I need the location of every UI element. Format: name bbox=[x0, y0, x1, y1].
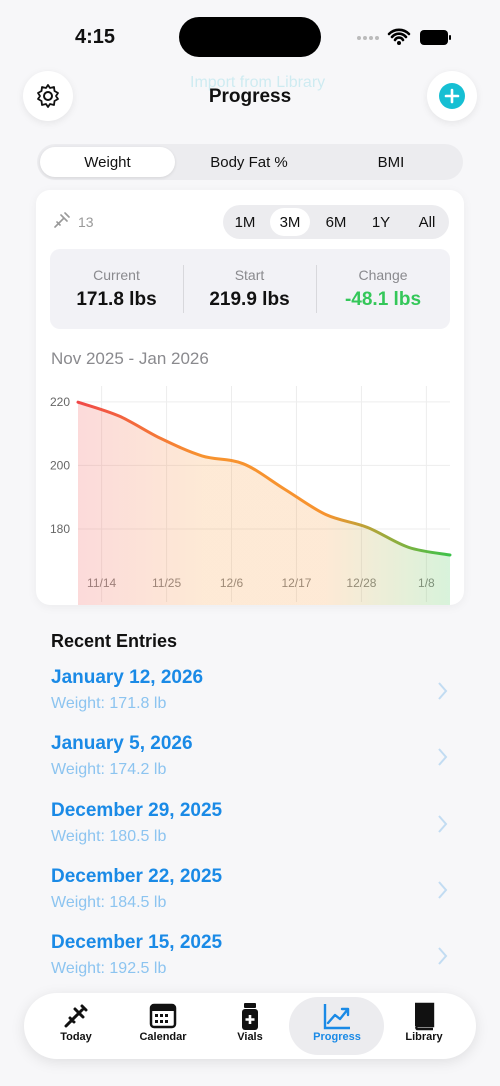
stat-label: Start bbox=[234, 267, 265, 283]
stat-value: 171.8 lbs bbox=[76, 289, 157, 310]
entry-detail: Weight: 174.2 lb bbox=[51, 761, 167, 779]
divider bbox=[316, 265, 317, 313]
range-selected-pill bbox=[270, 208, 310, 236]
entry-date: December 22, 2025 bbox=[51, 865, 223, 887]
stat-label: Change bbox=[358, 267, 408, 283]
settings-button[interactable] bbox=[23, 71, 73, 121]
chart-icon bbox=[323, 1004, 350, 1030]
entry-row[interactable]: December 22, 2025 Weight: 184.5 lb bbox=[51, 866, 461, 922]
tab[interactable]: Weight bbox=[84, 153, 131, 171]
nav-item[interactable]: Library bbox=[380, 1001, 468, 1043]
page-title: Progress bbox=[208, 86, 292, 107]
status-icons bbox=[357, 28, 451, 45]
nav-label: Progress bbox=[313, 1031, 361, 1043]
add-button[interactable] bbox=[427, 71, 477, 121]
nav-label: Vials bbox=[237, 1031, 263, 1043]
y-tick-label: 220 bbox=[50, 395, 70, 409]
tab[interactable]: Body Fat % bbox=[210, 153, 288, 171]
entry-date: January 12, 2026 bbox=[51, 667, 204, 688]
chart-subtitle: Nov 2025 - Jan 2026 bbox=[51, 349, 209, 368]
y-tick-label: 200 bbox=[50, 458, 70, 472]
chevron bbox=[438, 814, 448, 833]
dynamic-island bbox=[179, 17, 321, 57]
chevron bbox=[438, 682, 448, 700]
gear-icon bbox=[37, 84, 59, 108]
nav-label: Library bbox=[405, 1031, 443, 1043]
chevron bbox=[438, 748, 448, 766]
range-option[interactable]: All bbox=[418, 213, 436, 231]
chevron bbox=[438, 947, 448, 965]
entry-count: 13 bbox=[78, 214, 94, 230]
vial-icon bbox=[242, 1003, 258, 1030]
metric-tabs: Weight Body Fat % BMI bbox=[37, 144, 463, 180]
entry-row[interactable]: December 29, 2025 Weight: 180.5 lb bbox=[51, 800, 461, 856]
background-link: Import from Library bbox=[190, 74, 326, 91]
entry-detail: Weight: 171.8 lb bbox=[51, 695, 167, 712]
nav-item[interactable]: Progress bbox=[293, 1001, 381, 1043]
stats-box: Current 171.8 lbs Start 219.9 lbs Change -4… bbox=[50, 249, 450, 329]
nav-item[interactable]: Vials bbox=[206, 1001, 294, 1043]
syringe-icon bbox=[64, 1004, 88, 1028]
tab-selected-pill bbox=[40, 147, 175, 177]
range-option[interactable]: 1M bbox=[234, 213, 256, 231]
range-option[interactable]: 3M bbox=[279, 213, 301, 231]
book-icon bbox=[415, 1002, 435, 1031]
stat-label: Current bbox=[93, 267, 140, 283]
entry-date: December 15, 2025 bbox=[51, 932, 223, 954]
status-time: 4:15 bbox=[75, 26, 116, 48]
plus-icon bbox=[439, 83, 465, 109]
line bbox=[76, 400, 452, 557]
stat-value: 219.9 lbs bbox=[209, 289, 290, 310]
range-selector: 1M 3M 6M 1Y All bbox=[223, 205, 449, 239]
entry-row[interactable]: January 5, 2026 Weight: 174.2 lb bbox=[51, 733, 461, 789]
entry-detail: Weight: 184.5 lb bbox=[51, 893, 167, 911]
nav-selected-pill bbox=[289, 997, 384, 1055]
nav-label: Calendar bbox=[139, 1031, 187, 1043]
entry-date: December 29, 2025 bbox=[51, 799, 223, 821]
nav-item[interactable]: Today bbox=[32, 1001, 120, 1043]
divider bbox=[183, 265, 184, 313]
y-tick-label: 180 bbox=[50, 522, 70, 536]
nav-label: Today bbox=[60, 1031, 92, 1043]
entry-row[interactable]: December 15, 2025 Weight: 192.5 lb bbox=[51, 932, 461, 988]
entry-detail: Weight: 180.5 lb bbox=[51, 827, 167, 845]
area bbox=[78, 402, 450, 605]
entry-detail: Weight: 192.5 lb bbox=[51, 960, 167, 978]
chevron bbox=[438, 881, 448, 899]
range-option[interactable]: 6M bbox=[325, 213, 347, 231]
section-title: Recent Entries bbox=[51, 631, 178, 651]
tab-bar: Today Calendar Vials Progress Library bbox=[24, 993, 476, 1059]
syringe-icon bbox=[54, 212, 70, 228]
tab[interactable]: BMI bbox=[377, 153, 405, 171]
calendar-icon bbox=[149, 1003, 177, 1029]
entry-row[interactable]: January 12, 2026 Weight: 171.8 lb bbox=[51, 667, 461, 723]
stat-value: -48.1 lbs bbox=[344, 289, 422, 310]
nav-item[interactable]: Calendar bbox=[119, 1001, 207, 1043]
entry-date: January 5, 2026 bbox=[51, 733, 193, 755]
range-option[interactable]: 1Y bbox=[371, 213, 391, 231]
